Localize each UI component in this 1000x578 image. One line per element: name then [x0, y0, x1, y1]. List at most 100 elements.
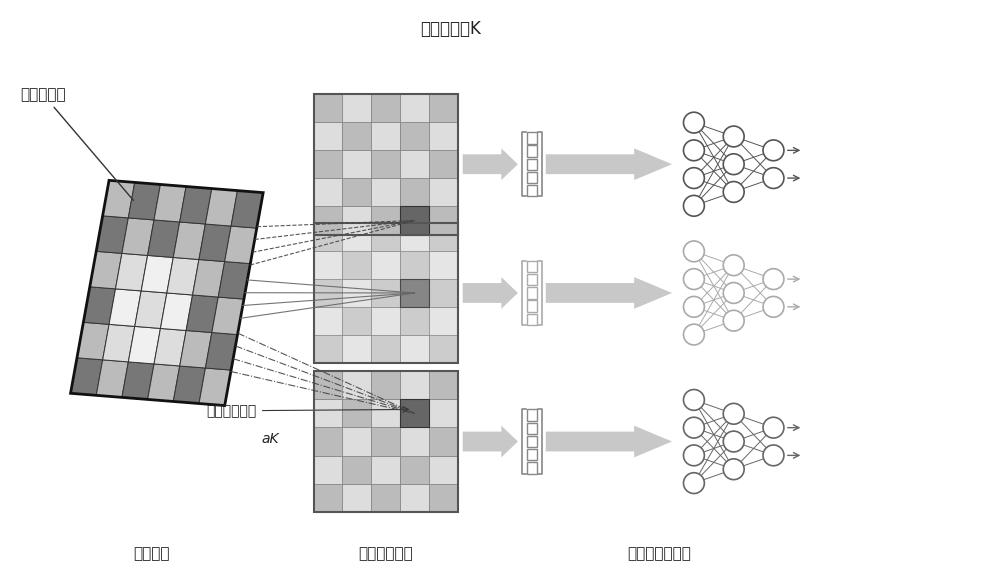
Bar — [400, 399, 429, 428]
Polygon shape — [148, 364, 180, 402]
Bar — [400, 251, 429, 279]
Circle shape — [763, 168, 784, 188]
Bar — [527, 409, 537, 421]
Bar — [527, 132, 537, 143]
Bar — [314, 335, 342, 364]
Circle shape — [723, 283, 744, 303]
Polygon shape — [103, 180, 135, 218]
Polygon shape — [546, 425, 672, 457]
Polygon shape — [128, 327, 160, 364]
Polygon shape — [205, 188, 237, 226]
Circle shape — [683, 269, 704, 290]
Bar — [527, 462, 537, 473]
Bar — [400, 94, 429, 122]
Bar — [429, 428, 458, 455]
Bar — [371, 251, 400, 279]
Circle shape — [723, 403, 744, 424]
Text: 随机输入权重: 随机输入权重 — [207, 404, 408, 418]
Bar — [429, 371, 458, 399]
Circle shape — [683, 195, 704, 216]
Bar — [429, 335, 458, 364]
Circle shape — [763, 445, 784, 466]
Polygon shape — [231, 191, 263, 228]
Circle shape — [723, 459, 744, 480]
Polygon shape — [96, 360, 128, 398]
Polygon shape — [160, 293, 193, 331]
Bar — [314, 455, 342, 484]
Polygon shape — [173, 222, 205, 260]
Polygon shape — [71, 358, 103, 395]
Bar — [400, 150, 429, 178]
Polygon shape — [218, 262, 250, 299]
Polygon shape — [77, 323, 109, 360]
Bar — [314, 251, 342, 279]
Circle shape — [763, 269, 784, 290]
Polygon shape — [463, 425, 518, 457]
Polygon shape — [103, 324, 135, 362]
Bar — [314, 94, 342, 122]
Circle shape — [723, 154, 744, 175]
Circle shape — [683, 168, 704, 188]
Text: aK: aK — [261, 432, 279, 446]
Bar — [400, 371, 429, 399]
Bar — [371, 178, 400, 206]
Circle shape — [683, 390, 704, 410]
Bar — [314, 428, 342, 455]
Polygon shape — [180, 187, 212, 224]
Circle shape — [683, 473, 704, 494]
Bar — [342, 206, 371, 235]
Bar — [527, 449, 537, 461]
Polygon shape — [154, 328, 186, 366]
Text: 特征映射部分: 特征映射部分 — [358, 546, 413, 561]
Bar — [429, 399, 458, 428]
Bar — [400, 206, 429, 235]
Polygon shape — [546, 149, 672, 180]
Circle shape — [683, 445, 704, 466]
Text: 特征映射块K: 特征映射块K — [420, 20, 481, 38]
Bar — [342, 484, 371, 512]
Polygon shape — [141, 255, 173, 293]
Bar — [342, 279, 371, 307]
Bar — [527, 314, 537, 325]
Polygon shape — [96, 216, 128, 253]
Polygon shape — [122, 362, 154, 399]
Circle shape — [763, 417, 784, 438]
Bar — [371, 399, 400, 428]
Text: 输入部分: 输入部分 — [134, 546, 170, 561]
Bar — [314, 223, 458, 364]
Bar — [342, 94, 371, 122]
Polygon shape — [225, 226, 257, 264]
Bar — [429, 251, 458, 279]
Bar — [342, 251, 371, 279]
Bar — [314, 307, 342, 335]
Bar — [314, 223, 342, 251]
Bar — [371, 484, 400, 512]
Circle shape — [683, 324, 704, 345]
Bar — [400, 307, 429, 335]
Bar — [314, 150, 342, 178]
Bar — [400, 428, 429, 455]
Bar — [371, 307, 400, 335]
Bar — [371, 122, 400, 150]
Bar — [400, 206, 429, 235]
Bar — [342, 455, 371, 484]
Polygon shape — [180, 331, 212, 368]
Bar — [371, 428, 400, 455]
Bar — [314, 94, 458, 235]
Polygon shape — [199, 368, 231, 406]
Bar — [527, 145, 537, 157]
Bar — [314, 122, 342, 150]
Bar — [314, 279, 342, 307]
Bar — [527, 158, 537, 170]
Circle shape — [723, 181, 744, 202]
Bar — [527, 301, 537, 312]
Polygon shape — [128, 183, 160, 220]
Bar — [527, 261, 537, 272]
Circle shape — [683, 417, 704, 438]
Polygon shape — [173, 366, 205, 403]
Bar — [429, 178, 458, 206]
Bar — [314, 206, 342, 235]
Bar — [527, 185, 537, 197]
Bar — [371, 94, 400, 122]
Bar — [429, 484, 458, 512]
